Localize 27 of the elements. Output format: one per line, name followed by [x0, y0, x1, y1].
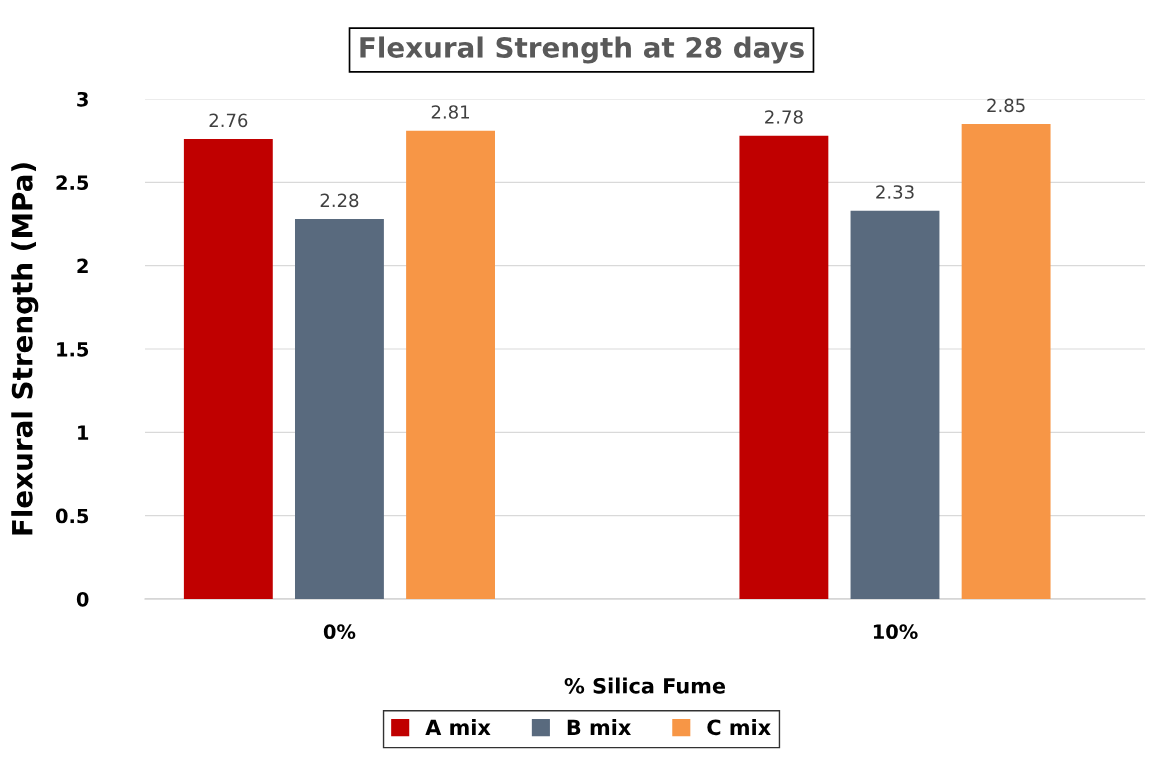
bar: [295, 219, 384, 599]
y-tick-label: 3: [77, 91, 88, 107]
y-tick-label: 1.5: [57, 342, 89, 357]
y-tick-label: 2: [77, 258, 88, 274]
y-tick-label: 1: [78, 425, 89, 440]
legend-label: B mix: [567, 719, 631, 735]
x-axis-title: % Silica Fume: [564, 677, 726, 694]
y-tick-label: 2.5: [56, 175, 89, 190]
y-axis-title: Flexural Strength (MPa): [11, 163, 39, 535]
data-label: 2.81: [431, 105, 469, 119]
data-label: 2.85: [987, 98, 1025, 113]
legend-label: C mix: [707, 719, 771, 736]
bar: [961, 124, 1051, 599]
bar: [183, 139, 273, 599]
bar: [739, 135, 829, 599]
y-tick-label: 0.5: [55, 508, 89, 524]
x-tick-label: 0%: [323, 624, 356, 640]
data-label: 2.33: [876, 185, 914, 199]
bar: [406, 130, 495, 599]
y-tick-label: 0: [76, 591, 89, 607]
data-label: 2.78: [765, 110, 803, 124]
data-label: 2.28: [320, 193, 359, 208]
x-tick-label: 10%: [873, 624, 918, 640]
legend-label: A mix: [425, 719, 491, 735]
bar: [850, 210, 940, 599]
chart-title: Flexural Strength at 28 days: [360, 36, 804, 64]
data-label: 2.76: [209, 113, 248, 128]
